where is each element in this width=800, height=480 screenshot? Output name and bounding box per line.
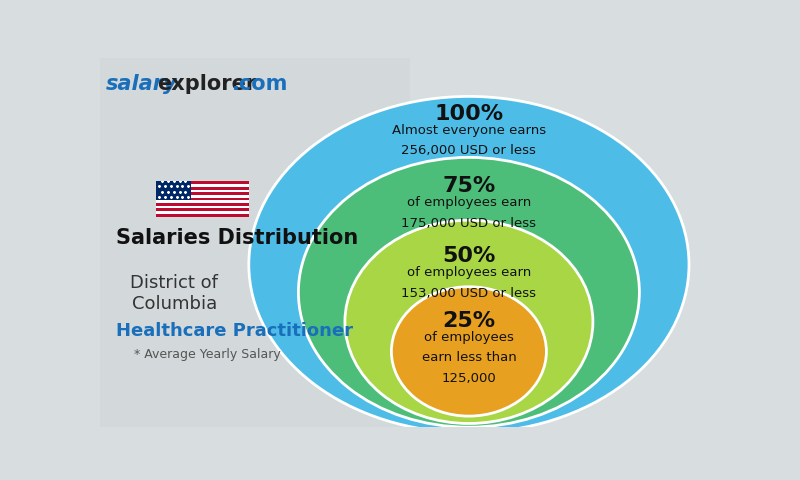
Ellipse shape [298,157,639,427]
Text: Almost everyone earns: Almost everyone earns [392,124,546,137]
Text: * Average Yearly Salary: * Average Yearly Salary [134,348,281,361]
Text: of employees earn: of employees earn [406,266,531,279]
Text: 125,000: 125,000 [442,372,496,385]
Text: Salaries Distribution: Salaries Distribution [115,228,358,248]
Ellipse shape [391,287,546,416]
Text: 100%: 100% [434,104,503,124]
Bar [100,58,410,427]
Ellipse shape [249,96,689,433]
Text: of employees earn: of employees earn [406,196,531,209]
Text: District of
Columbia: District of Columbia [130,274,218,312]
Text: 256,000 USD or less: 256,000 USD or less [402,144,536,157]
Text: Healthcare Practitioner: Healthcare Practitioner [115,322,353,340]
Text: explorer: explorer [157,74,256,94]
Text: earn less than: earn less than [422,351,516,364]
Text: salary: salary [106,74,178,94]
Text: 153,000 USD or less: 153,000 USD or less [402,287,536,300]
Ellipse shape [345,220,593,423]
Text: 175,000 USD or less: 175,000 USD or less [402,216,536,229]
Text: of employees: of employees [424,331,514,344]
Text: 25%: 25% [442,311,495,331]
Text: 75%: 75% [442,176,495,196]
Text: .com: .com [231,74,288,94]
Text: 50%: 50% [442,246,495,266]
